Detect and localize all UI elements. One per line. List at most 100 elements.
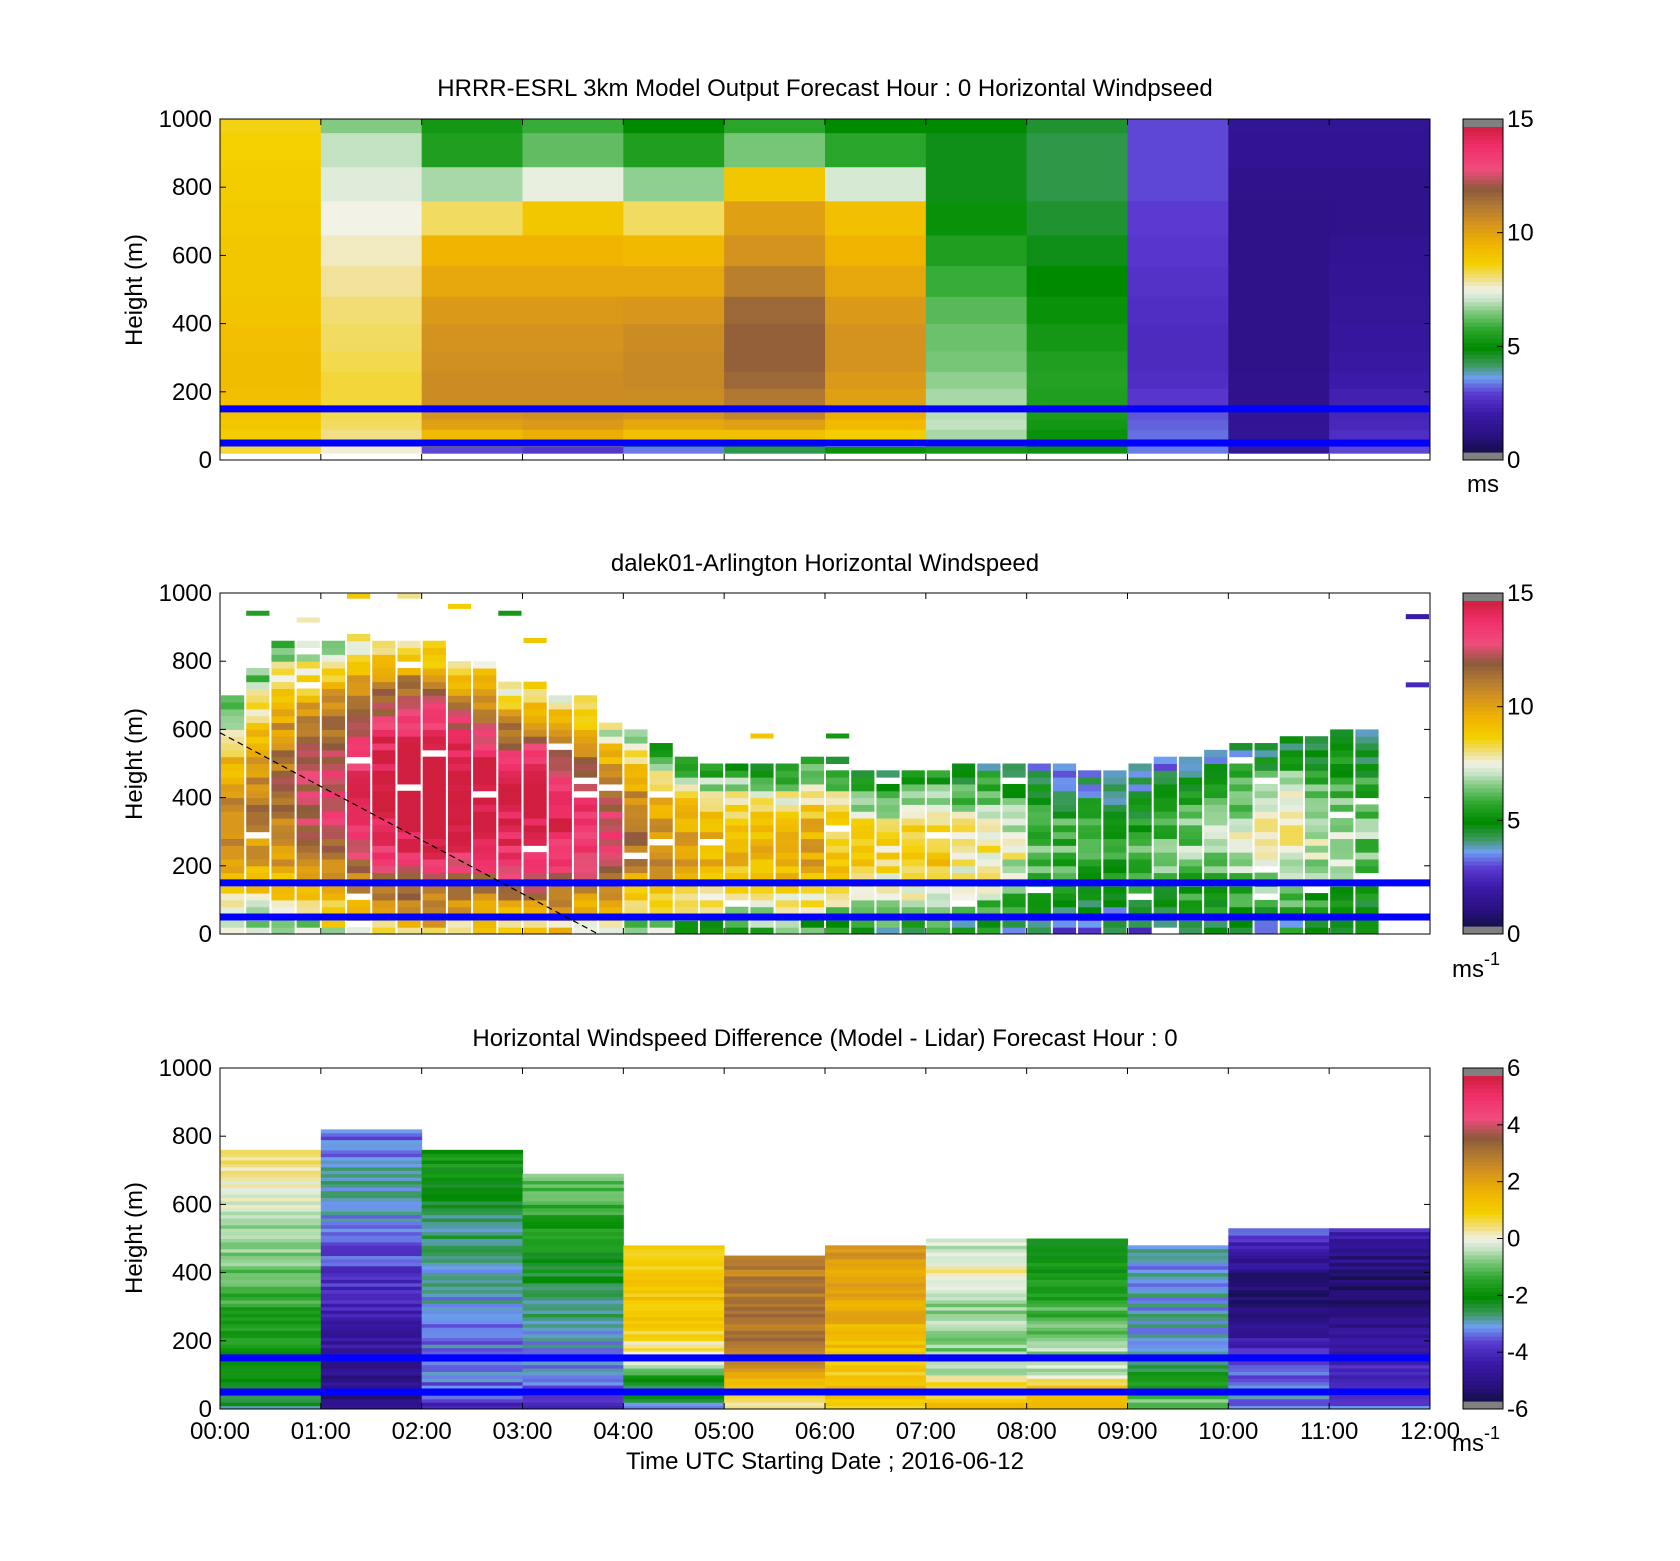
heatmap-cell [271,736,295,744]
heatmap-cell [1204,790,1228,799]
heatmap-cell [825,388,927,406]
colorbar-swatch [1463,155,1503,161]
colorbar-swatch [1463,804,1503,809]
heatmap-cell [473,674,497,683]
heatmap-cell [1254,763,1278,771]
heatmap-cell [522,1218,624,1222]
heatmap-cell [1027,790,1051,799]
heatmap-cell [826,858,850,867]
heatmap-cell [825,1323,927,1328]
heatmap-cell [522,1231,624,1236]
heatmap-cell [1204,872,1228,880]
heatmap-cell [750,865,774,874]
heatmap-cell [1228,1368,1330,1372]
heatmap-cell [372,893,396,901]
heatmap-cell [321,831,346,840]
heatmap-cell [599,736,623,744]
y-tick-label: 0 [199,921,212,948]
panel-title: HRRR-ESRL 3km Model Output Forecast Hour… [437,75,1212,102]
heatmap-cell [1329,371,1430,389]
heatmap-cell [623,1293,725,1297]
heatmap-cell [320,1166,423,1171]
heatmap-cell [825,1296,927,1301]
heatmap-cell [1204,749,1228,758]
heatmap-cell [851,920,875,928]
heatmap-cell [271,831,295,840]
y-tick-label: 600 [172,716,212,743]
heatmap-cell [522,1238,624,1243]
heatmap-cell [447,743,472,751]
heatmap-cell [1026,1279,1128,1284]
heatmap-cell [624,736,648,744]
heatmap-cell [498,818,522,826]
heatmap-cell [725,852,749,860]
heatmap-cell [1228,1269,1330,1274]
heatmap-cell [1330,790,1354,799]
heatmap-cell [750,811,774,819]
colorbar-swatch [1463,1214,1503,1219]
heatmap-cell [1026,1330,1128,1335]
heatmap-cell [548,715,572,724]
colorbar-swatch [1463,435,1503,441]
heatmap-cell [775,865,799,874]
heatmap-cell [220,1156,322,1161]
heatmap-cell [1127,1262,1229,1267]
heatmap-cell [623,1381,725,1386]
colorbar-swatch [1463,629,1503,635]
heatmap-cell [1304,770,1329,778]
heatmap-cell [624,756,648,764]
heatmap-cell [851,858,875,867]
heatmap-cell [498,927,522,934]
x-tick-label: 00:00 [190,1418,250,1445]
heatmap-cell [1127,1252,1229,1257]
heatmap-cell [271,708,295,717]
heatmap-cell [1128,845,1152,853]
heatmap-cell [925,1378,1028,1383]
heatmap-cell [246,743,270,751]
heatmap-cell [1279,899,1303,908]
heatmap-cell [926,899,951,908]
heatmap-cell [977,927,1001,934]
heatmap-cell [347,927,371,934]
heatmap-cell [320,1197,423,1202]
panel-difference: Horizontal Windspeed Difference (Model -… [121,1025,1528,1475]
heatmap-cell [699,790,724,799]
heatmap-cell [1026,1323,1128,1328]
colorbar-swatch [1463,1080,1503,1085]
heatmap-cell [421,1340,523,1345]
heatmap-cell [1228,1258,1330,1263]
heatmap-cell [1127,1282,1229,1287]
colorbar-swatch [1463,824,1503,830]
heatmap-cell [220,429,322,441]
heatmap-cell [220,1303,322,1308]
heatmap-cell [498,722,522,730]
heatmap-cell [825,1351,927,1355]
heatmap-cell [522,1180,624,1185]
heatmap-cell [1078,790,1102,799]
heatmap-cell [1178,865,1203,874]
heatmap-cell [372,661,396,669]
heatmap-cell [1279,920,1303,928]
heatmap-cell [925,1327,1028,1332]
heatmap-cell [925,1252,1028,1257]
heatmap-cell [1279,824,1303,833]
heatmap-cell [271,749,295,758]
colorbar-under-cap [1463,1401,1503,1409]
reference-lines [220,879,1430,921]
heatmap-cell [977,838,1001,846]
heatmap-cell [1279,872,1303,880]
colorbar-swatch [1463,374,1503,380]
heatmap-cell [422,899,446,908]
heatmap-cell [1355,845,1379,853]
heatmap-cell [397,845,421,853]
colorbar-swatch [1463,212,1503,217]
heatmap-cell [826,893,850,901]
heatmap-cell [1178,824,1203,833]
colorbar-swatch [1463,905,1503,911]
heatmap-cell [649,756,673,764]
heatmap-cell [925,234,1028,267]
heatmap-cell [599,797,623,805]
heatmap-cell [1127,1248,1229,1253]
heatmap-cell [296,797,320,805]
heatmap-cell [724,1330,826,1335]
